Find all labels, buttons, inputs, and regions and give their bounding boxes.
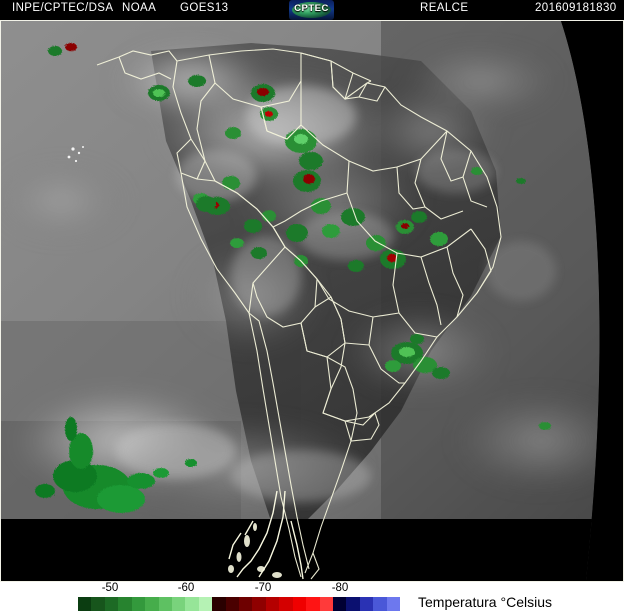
colorbar-segment [239, 597, 253, 611]
colorbar-segment [131, 597, 146, 611]
temperature-legend: -50 -60 -70 -80 Temperatura °Celsius [0, 582, 624, 614]
colorbar-segment [306, 597, 320, 611]
colorbar-segment [212, 597, 226, 611]
colorbar-segment [359, 597, 374, 611]
colorbar-segment [292, 597, 307, 611]
convection-cells [35, 43, 551, 513]
colorbar-segment [333, 597, 347, 611]
colorbar-segment [185, 597, 199, 611]
colorbar-segment [225, 597, 240, 611]
earth-disk [1, 21, 600, 581]
colorbar-segment [104, 597, 119, 611]
colorbar-tick: -60 [177, 582, 195, 594]
product-label: REALCE [420, 2, 469, 14]
colorbar-segment [346, 597, 360, 611]
satellite-image-svg [1, 21, 623, 581]
satellite-label: GOES13 [180, 2, 229, 14]
patagonia-coastline [228, 490, 304, 580]
cptec-logo: CPTEC [289, 0, 334, 20]
colorbar-segment [265, 597, 280, 611]
colorbar-segment [171, 597, 186, 611]
colorbar-segment [319, 597, 334, 611]
colorbar-segment [198, 597, 213, 611]
colorbar-segment [386, 597, 401, 611]
colorbar-segment [91, 597, 105, 611]
colorbar-tick: -50 [101, 582, 119, 594]
galapagos-islands [67, 146, 84, 163]
colorbar-segment [252, 597, 266, 611]
political-borders [96, 48, 502, 580]
colorbar-tick: -80 [331, 582, 349, 594]
colorbar-segment [158, 597, 172, 611]
colorbar-segment [145, 597, 159, 611]
agency-label: NOAA [122, 2, 157, 14]
timestamp-label: 201609181830 [535, 2, 617, 14]
space-limb [561, 21, 623, 581]
globe-icon [292, 2, 331, 18]
institute-label: INPE/CPTEC/DSA [12, 2, 114, 14]
satellite-image-canvas[interactable] [1, 21, 623, 581]
colorbar-segment [279, 597, 293, 611]
colorbar [78, 597, 401, 611]
colorbar-tick: -70 [254, 582, 272, 594]
colorbar-unit-label: Temperatura °Celsius [418, 594, 552, 610]
no-data-mask [1, 519, 600, 581]
colorbar-segment [78, 597, 92, 611]
colorbar-segment [118, 597, 132, 611]
header-bar: INPE/CPTEC/DSA NOAA GOES13 REALCE 201609… [0, 0, 624, 20]
satellite-image-frame [0, 20, 624, 582]
colorbar-segment [373, 597, 387, 611]
colorbar-tick-labels: -50 -60 -70 -80 [0, 582, 624, 596]
patagonia-islands [228, 523, 282, 578]
cptec-logo-text: CPTEC [294, 3, 329, 14]
